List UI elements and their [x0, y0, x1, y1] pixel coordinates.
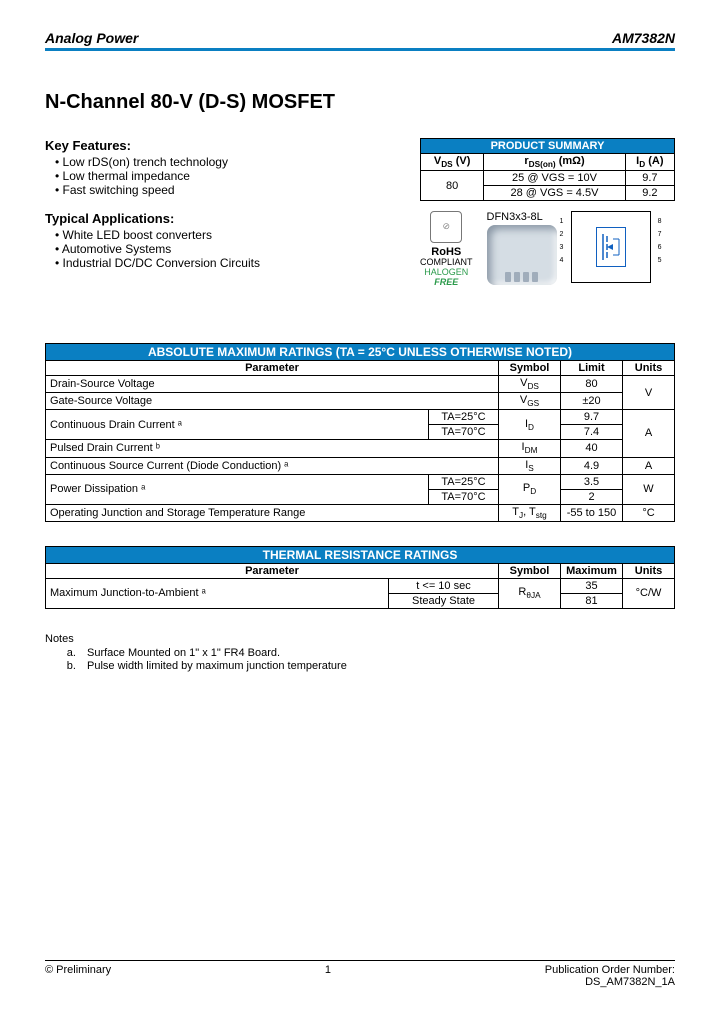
- package-graphics: ⊘ RoHS COMPLIANT HALOGEN FREE DFN3x3-8L …: [420, 211, 675, 288]
- cell: TA=25°C: [429, 410, 499, 425]
- col-units: Units: [623, 563, 675, 578]
- list-item: Low rDS(on) trench technology: [55, 155, 400, 169]
- col-vds: VDS (V): [421, 154, 484, 171]
- package-label: DFN3x3-8L: [487, 211, 557, 223]
- col-symbol: Symbol: [499, 360, 561, 375]
- cell: Power Dissipation ᵃ: [46, 474, 429, 504]
- cell: 9.7: [561, 410, 623, 425]
- cell: V: [623, 375, 675, 409]
- cell: 9.2: [625, 186, 674, 201]
- applications-heading: Typical Applications:: [45, 211, 400, 226]
- col-units: Units: [623, 360, 675, 375]
- col-rds: rDS(on) (mΩ): [484, 154, 625, 171]
- notes-heading: Notes: [45, 633, 675, 645]
- page-title: N-Channel 80-V (D-S) MOSFET: [45, 91, 675, 114]
- applications-list: White LED boost converters Automotive Sy…: [45, 228, 400, 270]
- cell: TJ, Tstg: [499, 504, 561, 521]
- col-max: Maximum: [561, 563, 623, 578]
- list-item: White LED boost converters: [55, 228, 400, 242]
- cell: ±20: [561, 393, 623, 410]
- cell: 7.4: [561, 425, 623, 440]
- cell: A: [623, 410, 675, 457]
- cell: °C: [623, 504, 675, 521]
- page-header: Analog Power AM7382N: [45, 30, 675, 48]
- cell: Drain-Source Voltage: [46, 375, 499, 392]
- cell: TA=25°C: [429, 474, 499, 489]
- header-rule: [45, 48, 675, 51]
- list-item: Automotive Systems: [55, 242, 400, 256]
- cell: Continuous Source Current (Diode Conduct…: [46, 457, 499, 474]
- notes-list: Surface Mounted on 1" x 1" FR4 Board. Pu…: [45, 647, 675, 672]
- thermal-title: THERMAL RESISTANCE RATINGS: [46, 546, 675, 563]
- cell: Operating Junction and Storage Temperatu…: [46, 504, 499, 521]
- col-id: ID (A): [625, 154, 674, 171]
- cell: 40: [561, 440, 623, 457]
- cell: W: [623, 474, 675, 504]
- list-item: Surface Mounted on 1" x 1" FR4 Board.: [79, 647, 675, 659]
- cell: TA=70°C: [429, 425, 499, 440]
- free-label: FREE: [420, 278, 473, 288]
- cell: VGS: [499, 393, 561, 410]
- cell: 9.7: [625, 171, 674, 186]
- cell: °C/W: [623, 578, 675, 608]
- features-list: Low rDS(on) trench technology Low therma…: [45, 155, 400, 197]
- features-heading: Key Features:: [45, 138, 400, 153]
- col-limit: Limit: [561, 360, 623, 375]
- notes-section: Notes Surface Mounted on 1" x 1" FR4 Boa…: [45, 633, 675, 672]
- cell: IDM: [499, 440, 561, 457]
- list-item: Low thermal impedance: [55, 169, 400, 183]
- mosfet-symbol-icon: [596, 227, 626, 267]
- cell: Continuous Drain Current ᵃ: [46, 410, 429, 440]
- cell: 81: [561, 593, 623, 608]
- footer-left: © Preliminary: [45, 964, 111, 988]
- col-parameter: Parameter: [46, 563, 499, 578]
- cell: 4.9: [561, 457, 623, 474]
- cell: ID: [499, 410, 561, 440]
- list-item: Industrial DC/DC Conversion Circuits: [55, 256, 400, 270]
- cell: -55 to 150: [561, 504, 623, 521]
- cell: IS: [499, 457, 561, 474]
- col-symbol: Symbol: [499, 563, 561, 578]
- product-summary-table: PRODUCT SUMMARY VDS (V) rDS(on) (mΩ) ID …: [420, 138, 675, 201]
- cell: PD: [499, 474, 561, 504]
- page-number: 1: [325, 964, 331, 988]
- pinout-diagram: 1234 8765: [571, 211, 651, 283]
- top-section: Key Features: Low rDS(on) trench technol…: [45, 138, 675, 288]
- product-summary-title: PRODUCT SUMMARY: [421, 139, 675, 154]
- thermal-table: THERMAL RESISTANCE RATINGS Parameter Sym…: [45, 546, 675, 609]
- col-parameter: Parameter: [46, 360, 499, 375]
- cell: TA=70°C: [429, 489, 499, 504]
- cell: 3.5: [561, 474, 623, 489]
- cell: 2: [561, 489, 623, 504]
- cell: 80: [561, 375, 623, 392]
- cell: VDS: [499, 375, 561, 392]
- cell: Pulsed Drain Current ᵇ: [46, 440, 499, 457]
- cell: Maximum Junction-to-Ambient ᵃ: [46, 578, 389, 608]
- footer-right: Publication Order Number: DS_AM7382N_1A: [545, 964, 675, 988]
- chip-icon: [487, 225, 557, 285]
- cell: t <= 10 sec: [389, 578, 499, 593]
- company-name: Analog Power: [45, 30, 138, 46]
- cell: A: [623, 457, 675, 474]
- cell: 35: [561, 578, 623, 593]
- package-block: DFN3x3-8L: [487, 211, 557, 285]
- cell: Steady State: [389, 593, 499, 608]
- list-item: Pulse width limited by maximum junction …: [79, 660, 675, 672]
- abs-max-table: ABSOLUTE MAXIMUM RATINGS (TA = 25°C UNLE…: [45, 343, 675, 522]
- cell: RθJA: [499, 578, 561, 608]
- part-number: AM7382N: [612, 30, 675, 46]
- cell: 80: [421, 171, 484, 201]
- list-item: Fast switching speed: [55, 183, 400, 197]
- cell: 28 @ VGS = 4.5V: [484, 186, 625, 201]
- cell: Gate-Source Voltage: [46, 393, 499, 410]
- abs-max-title: ABSOLUTE MAXIMUM RATINGS (TA = 25°C UNLE…: [46, 343, 675, 360]
- cell: 25 @ VGS = 10V: [484, 171, 625, 186]
- page-footer: © Preliminary 1 Publication Order Number…: [45, 960, 675, 988]
- rohs-badge: ⊘ RoHS COMPLIANT HALOGEN FREE: [420, 211, 473, 288]
- pb-free-icon: ⊘: [430, 211, 462, 243]
